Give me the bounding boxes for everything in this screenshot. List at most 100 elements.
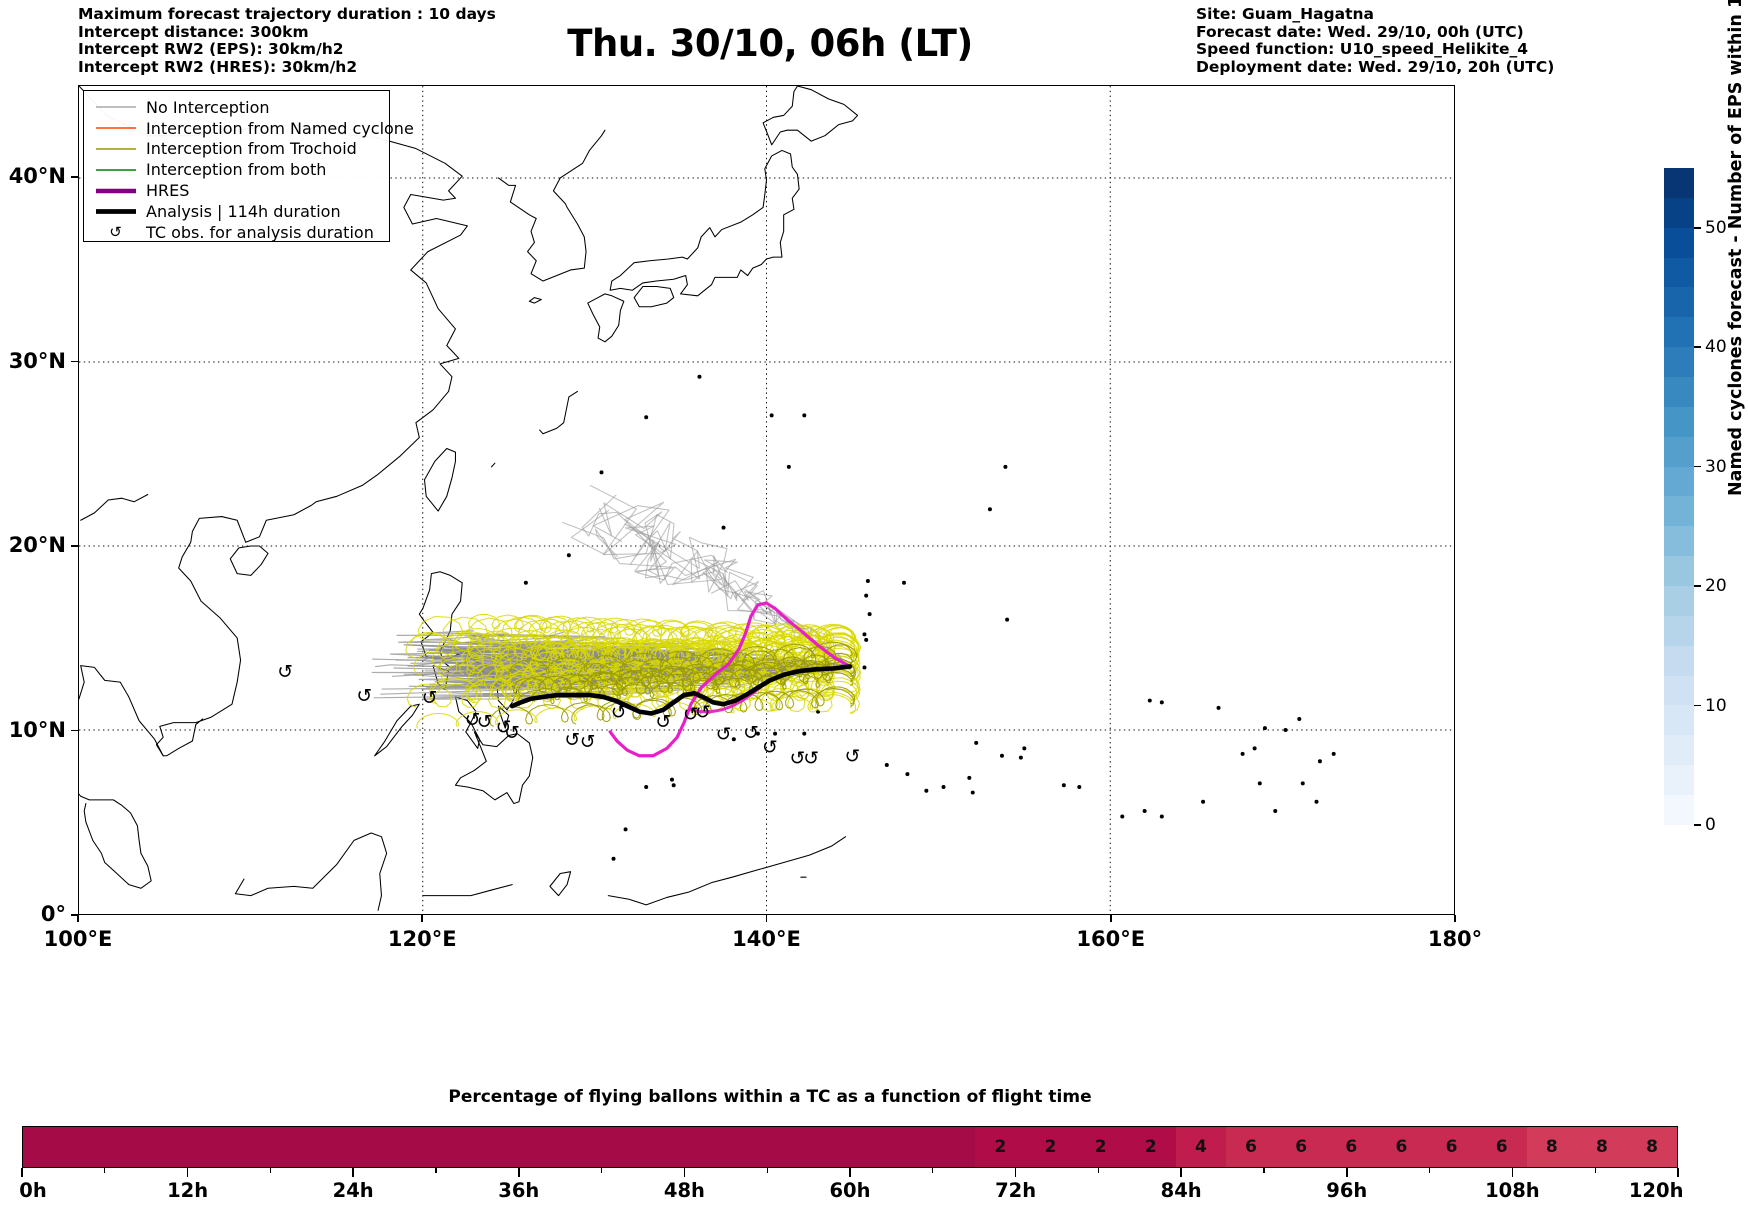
flight-time-bin[interactable] bbox=[524, 1127, 575, 1167]
flight-time-bin[interactable]: 8 bbox=[1576, 1127, 1627, 1167]
flight-time-bin[interactable] bbox=[724, 1127, 775, 1167]
flight-time-bin[interactable] bbox=[674, 1127, 725, 1167]
colorbar-tick-label: 50 bbox=[1705, 217, 1727, 238]
longitude-tick-mark bbox=[765, 915, 768, 922]
longitude-tick-mark bbox=[421, 915, 424, 922]
colorbar-band bbox=[1664, 705, 1694, 736]
latitude-tick-mark bbox=[71, 914, 78, 916]
flight-time-bin[interactable] bbox=[23, 1127, 74, 1167]
cyclone-glyph: ↺ bbox=[109, 222, 122, 241]
colorbar-tick-mark bbox=[1694, 226, 1701, 229]
latitude-tick-mark bbox=[71, 545, 78, 547]
tc-marker: ↺ bbox=[762, 737, 778, 759]
flight-time-tick-label: 36h bbox=[498, 1179, 540, 1202]
longitude-tick-label: 100°E bbox=[43, 927, 113, 951]
header-right-metadata: Site: Guam_Hagatna Forecast date: Wed. 2… bbox=[1196, 5, 1555, 76]
flight-time-tick-minor bbox=[1097, 1168, 1099, 1173]
flight-time-tick-minor bbox=[269, 1168, 271, 1173]
legend-item-hres[interactable]: HRES bbox=[92, 180, 381, 201]
flight-time-tick-minor bbox=[932, 1168, 934, 1173]
colorbar-band bbox=[1664, 496, 1694, 527]
flight-time-tick-major bbox=[1180, 1168, 1182, 1177]
legend-line-swatch-icon bbox=[92, 124, 139, 132]
colorbar-title: Named cyclones forecast - Number of EPS … bbox=[1726, 0, 1746, 496]
flight-time-bin[interactable]: 2 bbox=[975, 1127, 1026, 1167]
legend-line-swatch-icon bbox=[92, 207, 139, 216]
colorbar-tick-mark bbox=[1694, 824, 1701, 826]
legend-line-swatch-icon bbox=[92, 103, 139, 111]
map-canvas: ↺↺ ↺↺↺ ↺↺ ↺ ↺↺ ↺ ↺↺↺ ↺↺↺↺ ↺ bbox=[79, 86, 1454, 914]
flight-time-bin[interactable]: 6 bbox=[1226, 1127, 1277, 1167]
flight-time-tick-major bbox=[849, 1168, 851, 1177]
colorbar-band bbox=[1664, 168, 1694, 198]
colorbar-band bbox=[1664, 735, 1694, 766]
tc-marker: ↺ bbox=[789, 748, 805, 770]
flight-time-bin[interactable] bbox=[624, 1127, 675, 1167]
flight-time-bin[interactable] bbox=[424, 1127, 475, 1167]
latitude-tick-label: 10°N bbox=[8, 717, 66, 742]
flight-time-bin[interactable] bbox=[73, 1127, 124, 1167]
colorbar-band bbox=[1664, 795, 1694, 825]
tc-marker: ↺ bbox=[844, 746, 860, 768]
colorbar-tick-label: 10 bbox=[1705, 695, 1727, 716]
legend-item-trochoid[interactable]: Interception from Trochoid bbox=[92, 139, 381, 160]
flight-time-bin[interactable] bbox=[774, 1127, 825, 1167]
colorbar-tick-mark bbox=[1694, 704, 1701, 707]
flight-time-bin[interactable] bbox=[373, 1127, 424, 1167]
flight-time-bin[interactable] bbox=[323, 1127, 374, 1167]
flight-time-tick-major bbox=[352, 1168, 354, 1177]
flight-time-tick-minor bbox=[1263, 1168, 1265, 1173]
longitude-tick-label: 120°E bbox=[387, 927, 457, 951]
colorbar-band bbox=[1664, 556, 1694, 587]
legend-item-tc-observation[interactable]: ↺ TC obs. for analysis duration bbox=[92, 222, 381, 243]
longitude-tick-mark bbox=[1454, 915, 1456, 922]
legend-item-no-interception[interactable]: No Interception bbox=[92, 97, 381, 118]
tc-marker: ↺ bbox=[356, 685, 372, 707]
legend-item-named-cyclone[interactable]: Interception from Named cyclone bbox=[92, 118, 414, 139]
flight-time-bin[interactable]: 6 bbox=[1376, 1127, 1427, 1167]
flight-time-tick-label: 96h bbox=[1326, 1179, 1368, 1202]
header-deployment-date-line: Deployment date: Wed. 29/10, 20h (UTC) bbox=[1196, 57, 1555, 76]
flight-time-bin[interactable] bbox=[273, 1127, 324, 1167]
flight-time-tick-label: 12h bbox=[167, 1179, 209, 1202]
flight-time-bin[interactable] bbox=[223, 1127, 274, 1167]
map-legend[interactable]: No Interception Interception from Named … bbox=[83, 90, 414, 243]
flight-time-bin[interactable]: 6 bbox=[1276, 1127, 1327, 1167]
flight-time-bin[interactable] bbox=[825, 1127, 876, 1167]
flight-time-bin[interactable]: 2 bbox=[1075, 1127, 1126, 1167]
flight-time-bin[interactable] bbox=[474, 1127, 525, 1167]
colorbar-band bbox=[1664, 526, 1694, 557]
flight-time-axis: 0h 12h 24h 36h 48h 60h 72h 84h 96h 108h 120h bbox=[19, 1168, 1683, 1208]
flight-time-bin[interactable]: 8 bbox=[1627, 1127, 1677, 1167]
tc-marker: ↺ bbox=[496, 716, 512, 738]
cyclone-icon: ↺ bbox=[92, 222, 139, 241]
latitude-tick-mark bbox=[71, 360, 78, 363]
flight-time-bin[interactable] bbox=[875, 1127, 926, 1167]
legend-item-both[interactable]: Interception from both bbox=[92, 159, 381, 180]
flight-time-bin[interactable]: 6 bbox=[1326, 1127, 1377, 1167]
flight-time-bin[interactable]: 2 bbox=[1025, 1127, 1076, 1167]
flight-time-bin[interactable] bbox=[123, 1127, 174, 1167]
flight-time-bin[interactable] bbox=[574, 1127, 625, 1167]
flight-time-bin[interactable]: 6 bbox=[1476, 1127, 1527, 1167]
legend-label: No Interception bbox=[146, 97, 270, 117]
flight-time-tick-label: 24h bbox=[332, 1179, 374, 1202]
colorbar-band bbox=[1664, 197, 1694, 228]
map-coastlines bbox=[79, 86, 1336, 911]
flight-time-bin[interactable] bbox=[173, 1127, 224, 1167]
flight-time-bin[interactable]: 4 bbox=[1175, 1127, 1226, 1167]
tc-marker: ↺ bbox=[465, 709, 481, 731]
colorbar-tick-mark bbox=[1694, 346, 1701, 348]
flight-time-bin[interactable]: 2 bbox=[1125, 1127, 1176, 1167]
flight-time-bin[interactable]: 6 bbox=[1426, 1127, 1477, 1167]
legend-label: HRES bbox=[146, 181, 190, 201]
flight-time-bin[interactable]: 8 bbox=[1526, 1127, 1577, 1167]
colorbar-band bbox=[1664, 615, 1694, 646]
flight-time-bin[interactable] bbox=[925, 1127, 976, 1167]
latitude-tick-mark bbox=[71, 176, 78, 179]
tc-marker: ↺ bbox=[611, 702, 627, 724]
flight-time-tick-major bbox=[1346, 1168, 1348, 1177]
legend-item-analysis[interactable]: Analysis | 114h duration bbox=[92, 201, 381, 222]
legend-label: Analysis | 114h duration bbox=[146, 201, 341, 221]
